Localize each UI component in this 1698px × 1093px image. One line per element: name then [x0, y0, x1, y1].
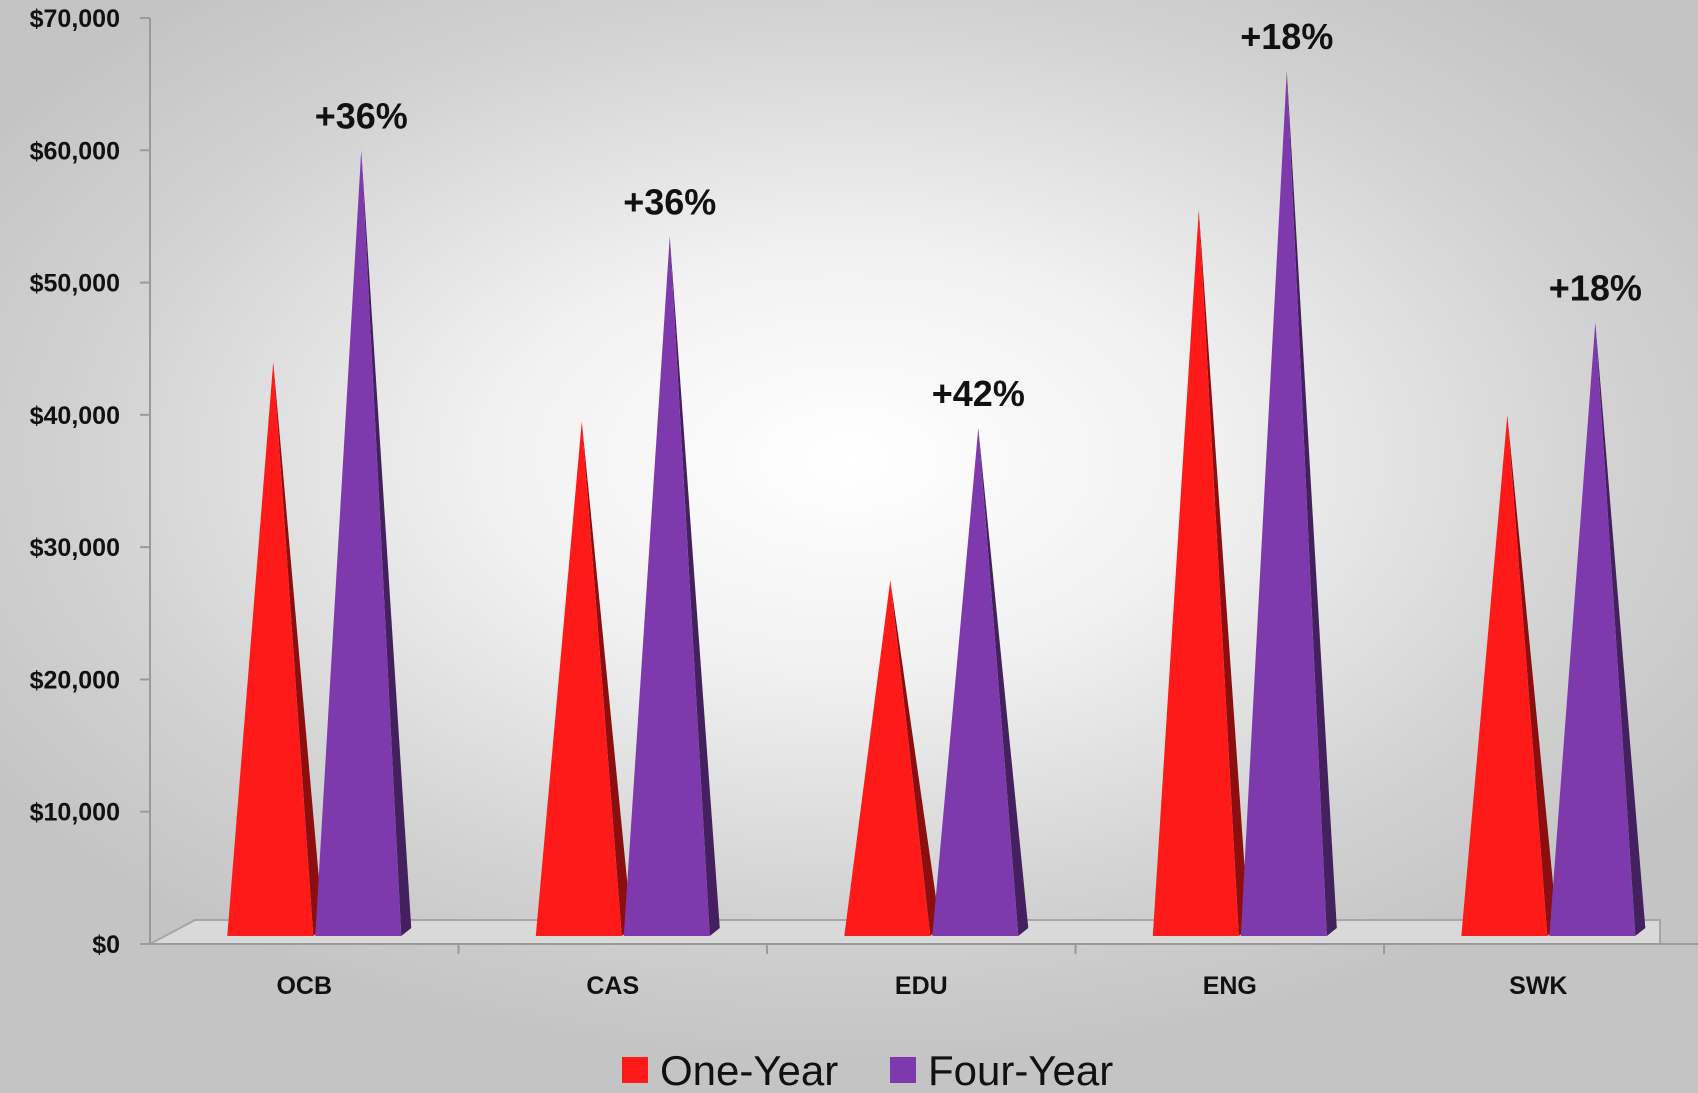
- y-tick-label: $10,000: [30, 799, 120, 827]
- legend-swatch-one-year: [622, 1057, 648, 1083]
- y-axis-ticks: $0 $10,000 $20,000 $30,000 $40,000 $50,000 $60…: [30, 5, 150, 959]
- bar-one-year-cas: [535, 421, 622, 936]
- y-tick-label: $30,000: [30, 534, 120, 562]
- bar-side-four-year-ocb: [361, 150, 412, 937]
- bar-side-one-year-swk: [1507, 414, 1558, 936]
- bar-four-year-cas: [623, 236, 710, 936]
- bar-side-one-year-cas: [581, 421, 632, 936]
- x-tick-label: SWK: [1509, 972, 1567, 1000]
- bar-four-year-edu: [932, 428, 1019, 936]
- x-tick-label: ENG: [1203, 972, 1257, 1000]
- legend-label-one-year: One-Year: [660, 1047, 838, 1093]
- y-tick-label: $0: [92, 931, 120, 959]
- x-axis-ticks: OCB CAS EDU ENG SWK: [276, 944, 1567, 1000]
- bars-group: [227, 70, 1646, 937]
- y-tick-label: $20,000: [30, 666, 120, 694]
- bar-four-year-eng: [1240, 70, 1327, 936]
- data-labels-group: +36% +36% +42% +18% +18%: [315, 16, 1642, 414]
- bar-one-year-swk: [1461, 414, 1548, 936]
- data-label: +42%: [932, 373, 1025, 414]
- legend-swatch-four-year: [890, 1057, 916, 1083]
- bar-one-year-ocb: [227, 361, 314, 936]
- bar-one-year-eng: [1152, 209, 1239, 937]
- y-tick-label: $40,000: [30, 402, 120, 430]
- bar-side-four-year-cas: [669, 236, 720, 936]
- data-label: +18%: [1240, 16, 1333, 57]
- bar-side-one-year-edu: [890, 580, 941, 936]
- data-label: +36%: [315, 95, 408, 136]
- y-tick-label: $50,000: [30, 270, 120, 298]
- x-tick-label: EDU: [895, 972, 948, 1000]
- bar-side-one-year-eng: [1198, 209, 1249, 937]
- bar-side-four-year-swk: [1595, 322, 1646, 936]
- bar-side-four-year-edu: [978, 428, 1029, 936]
- y-tick-label: $70,000: [30, 5, 120, 33]
- bar-four-year-ocb: [315, 150, 402, 937]
- bar-one-year-edu: [844, 580, 931, 936]
- legend-label-four-year: Four-Year: [928, 1047, 1113, 1093]
- data-label: +36%: [623, 181, 716, 222]
- y-tick-label: $60,000: [30, 137, 120, 165]
- bar-four-year-swk: [1549, 322, 1636, 936]
- bar-side-one-year-ocb: [273, 361, 324, 936]
- bar-side-four-year-eng: [1286, 70, 1337, 936]
- legend: One-Year Four-Year: [622, 1047, 1113, 1093]
- data-label: +18%: [1549, 267, 1642, 308]
- x-tick-label: CAS: [586, 972, 639, 1000]
- x-tick-label: OCB: [276, 972, 332, 1000]
